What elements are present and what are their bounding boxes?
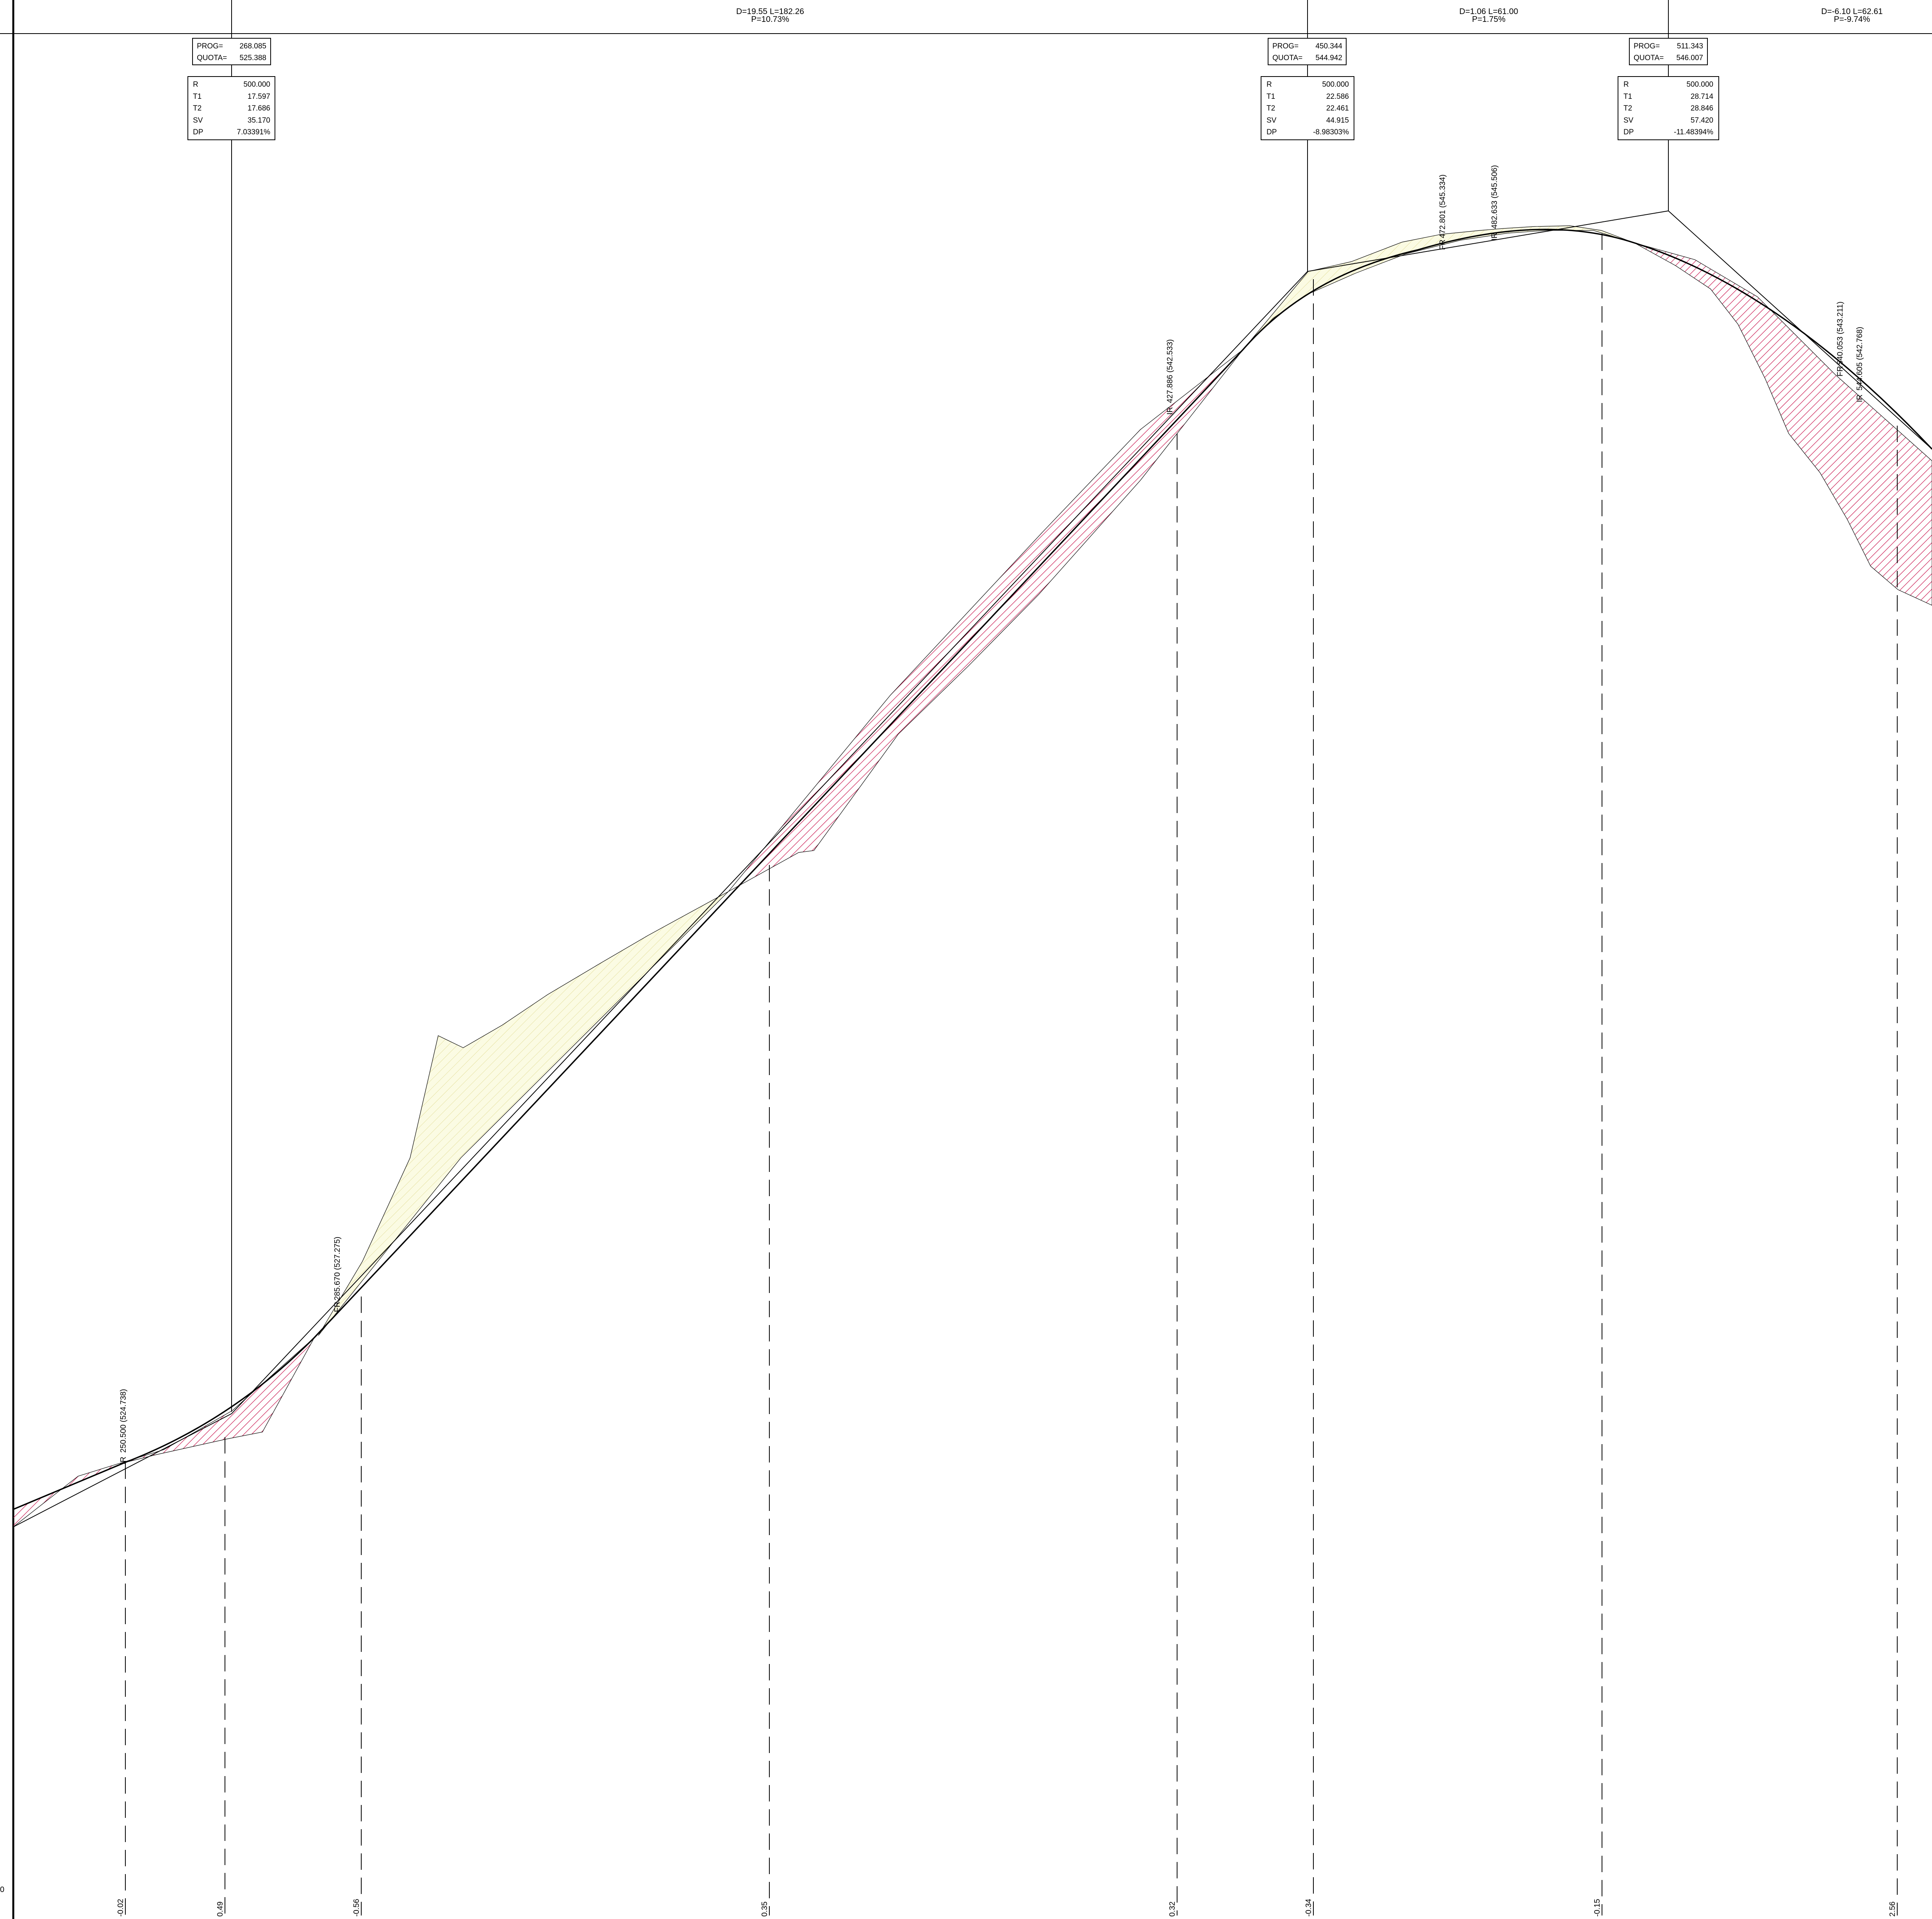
drawing-text: 22.461: [1326, 104, 1349, 112]
offset-values: -0.02 0.49 -0.56 0.35 0.32 -0.34 -0.15 2…: [116, 1899, 1897, 1917]
drawing-text: T2: [1623, 104, 1632, 112]
drawing-text: 511.343: [1677, 42, 1703, 50]
section-lines: [125, 234, 1898, 1915]
drawing-text: T1: [1267, 93, 1275, 101]
offset-value-5: 0.32: [1168, 1901, 1177, 1917]
drawing-text: 17.686: [248, 104, 270, 112]
drawing-text: 7.03391%: [237, 128, 270, 136]
cut-area-1: [13, 1337, 315, 1528]
drawing-text: DP: [193, 128, 203, 136]
segment-labels: D=19.55 L=182.26 P=10.73% D=1.06 L=61.00…: [736, 7, 1883, 24]
offset-value-6: -0.34: [1304, 1899, 1313, 1917]
drawing-text: QUOTA=: [197, 54, 227, 62]
point-label-2: 285.670 (527.275): [333, 1237, 342, 1300]
drawing-text: R: [1267, 80, 1272, 89]
drawing-text: SV: [1623, 116, 1634, 125]
drawing-text: 525.388: [239, 54, 266, 62]
cut-area-2: [728, 349, 1243, 892]
drawing-text: DP: [1267, 128, 1277, 136]
segment-2-d: D=1.06 L=61.00: [1459, 7, 1518, 16]
offset-value-8: 2.56: [1888, 1901, 1897, 1917]
point-label-7: 544.605 (542.768): [1855, 327, 1864, 391]
segment-1-d: D=19.55 L=182.26: [736, 7, 804, 16]
segment-3-p: P=-9.74%: [1834, 15, 1870, 24]
point-label-5: 482.633 (545.506): [1490, 165, 1499, 229]
offset-value-4: 0.35: [760, 1901, 769, 1917]
point-label-5-tag: IR: [1490, 233, 1499, 241]
drawing-text: PROG=: [1634, 42, 1660, 50]
point-label-3-tag: IR: [1166, 407, 1174, 415]
drawing-text: SV: [193, 116, 203, 125]
point-label-6: 540.053 (543.211): [1836, 301, 1845, 365]
offset-value-3: -0.56: [352, 1899, 361, 1917]
earthwork-areas: [13, 225, 1932, 1528]
vertical-curve: [13, 228, 1932, 1510]
vertex-box-3: PROG= 511.343 QUOTA= 546.007 R 500.000 T…: [1618, 38, 1719, 140]
drawing-text: 57.420: [1691, 116, 1713, 125]
point-label-3: 427.886 (542.533): [1166, 339, 1174, 403]
drawing-text: 268.085: [239, 42, 266, 50]
drawing-text: -8.98303%: [1313, 128, 1349, 136]
point-label-2-tag: FR: [333, 1302, 342, 1312]
drawing-text: T2: [1267, 104, 1275, 112]
drawing-text: 28.846: [1691, 104, 1713, 112]
drawing-text: R: [1623, 80, 1629, 89]
cut-area-3: [1634, 243, 1932, 606]
drawing-text: 544.942: [1315, 54, 1342, 62]
drawing-text: 500.000: [1322, 80, 1349, 89]
segment-2-p: P=1.75%: [1472, 15, 1506, 24]
vertex-box-1: PROG= 268.085 QUOTA= 525.388 R 500.000 T…: [187, 38, 275, 140]
tangent-line: [13, 210, 1932, 1527]
drawing-text: DP: [1623, 128, 1634, 136]
point-label-1: 250.500 (524.738): [119, 1389, 128, 1453]
drawing-text: T2: [193, 104, 202, 112]
point-label-4: 472.801 (545.334): [1438, 175, 1447, 238]
drawing-text: 22.586: [1326, 93, 1349, 101]
offset-value-2: 0.49: [216, 1901, 225, 1917]
drawing-text: 44.915: [1326, 116, 1349, 125]
left-axis-mark: 0: [0, 1885, 4, 1894]
segment-1-p: P=10.73%: [751, 15, 789, 24]
drawing-text: T1: [1623, 93, 1632, 101]
drawing-text: PROG=: [1272, 42, 1299, 50]
point-label-6-tag: FR: [1836, 366, 1845, 376]
vertex-lines: [231, 0, 1669, 1412]
point-label-4-tag: FR: [1438, 239, 1447, 250]
point-labels: IR 250.500 (524.738) FR 285.670 (527.275…: [119, 165, 1864, 1464]
drawing-text: 546.007: [1676, 54, 1703, 62]
vertex-box-2: PROG= 450.344 QUOTA= 544.942 R 500.000 T…: [1261, 38, 1354, 140]
offset-value-7: -0.15: [1593, 1899, 1602, 1917]
drawing-text: 28.714: [1691, 93, 1714, 101]
segment-3-d: D=-6.10 L=62.61: [1821, 7, 1883, 16]
drawing-text: PROG=: [197, 42, 223, 50]
drawing-text: R: [193, 80, 198, 89]
drawing-text: 17.597: [248, 93, 270, 101]
drawing-text: QUOTA=: [1272, 54, 1302, 62]
point-label-7-tag: IR: [1855, 394, 1864, 402]
fill-area-1: [318, 891, 729, 1336]
offset-value-1: -0.02: [116, 1899, 125, 1917]
fill-area-2: [1243, 225, 1635, 350]
drawing-text: -11.48394%: [1674, 128, 1713, 136]
drawing-text: SV: [1267, 116, 1277, 125]
drawing-text: T1: [193, 93, 202, 101]
drawing-text: 35.170: [248, 116, 270, 125]
drawing-text: 500.000: [1686, 80, 1713, 89]
point-label-1-tag: IR: [119, 1457, 128, 1464]
drawing-text: 450.344: [1315, 42, 1342, 50]
drawing-text: 500.000: [243, 80, 270, 89]
grade-lines: [13, 210, 1932, 1527]
drawing-text: QUOTA=: [1634, 54, 1664, 62]
